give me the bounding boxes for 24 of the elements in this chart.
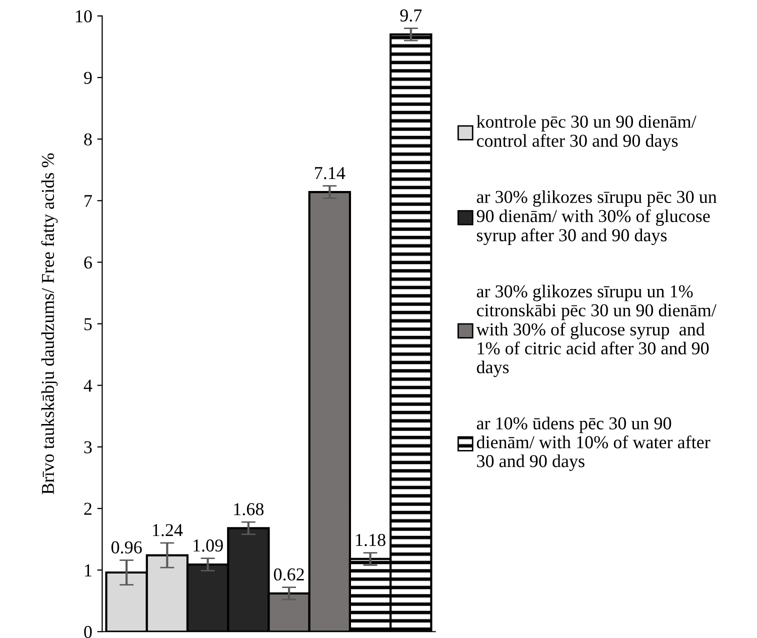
y-tick-label: 5 [84,318,92,330]
data-label: 0.62 [274,568,304,581]
data-label: 1.09 [194,539,223,552]
y-axis-title: Brīvo taukskābju daudzums/ Free fatty acids % [41,153,58,494]
y-tick-label: 9 [84,72,92,84]
data-label: 0.96 [111,541,142,554]
y-tick-label: 4 [84,380,92,392]
y-tick-label: 8 [84,133,92,146]
data-label: 1.24 [152,524,183,536]
y-tick-label: 6 [84,256,92,269]
data-label: 9.7 [400,9,422,22]
data-label: 1.18 [356,534,386,546]
data-label: 1.68 [234,503,264,516]
legend-label: kontrole pēc 30 un 90 dienām/ control after 30 and 90 days [476,115,696,151]
y-tick-label: 10 [76,10,92,22]
y-tick-label: 2 [84,502,92,515]
y-tick-label: 3 [84,441,92,454]
y-tick-label: 1 [85,564,92,576]
y-tick-label: 0 [84,626,92,638]
legend-label: ar 10% ūdens pēc 30 un 90 dienām/ with 10% of water after 30 and 90 days [476,416,710,471]
data-label: 7.14 [315,167,346,180]
legend-label: ar 30% glikozes sīrupu pēc 30 un 90 dienām/ with 30% of glucose syrup after 30 and 90 days [476,190,717,246]
legend-label: ar 30% glikozes sīrupu un 1% citronskābi pēc 30 un 90 dienām/ with 30% of glucose syrup and 1% of citric acid after 30 and 90 days [476,284,716,378]
y-tick-label: 7 [84,195,92,207]
